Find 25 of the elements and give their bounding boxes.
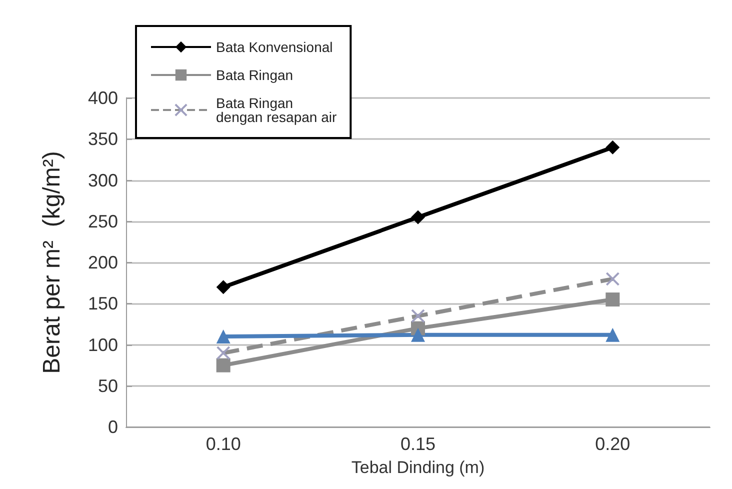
x-tick-label: 0.15 <box>400 434 436 454</box>
point <box>411 328 425 342</box>
y-tick-label: 50 <box>98 376 118 396</box>
y-tick-label: 150 <box>88 294 118 314</box>
y-tick-label: 300 <box>88 170 118 190</box>
point <box>216 280 230 294</box>
point <box>216 330 230 344</box>
y-tick-label: 100 <box>88 334 118 355</box>
point <box>606 140 620 154</box>
point <box>606 292 620 307</box>
y-tick-label: 200 <box>88 252 118 272</box>
legend-label: Bata Ringan dengan resapan air <box>216 95 337 125</box>
y-axis-title: Berat per m² (kg/m²) <box>38 151 66 374</box>
legend-label: Bata Konvensional <box>216 39 333 55</box>
legend-label: Bata Ringan <box>216 67 294 83</box>
x-tick-label: 0.20 <box>595 434 630 454</box>
y-tick-label: 0 <box>108 417 118 437</box>
y-tick-label: 250 <box>88 211 118 232</box>
point <box>216 358 230 372</box>
y-tick-label: 400 <box>88 88 118 108</box>
y-tick-label: 350 <box>88 129 118 150</box>
x-axis-title: Tebal Dinding (m) <box>351 458 485 477</box>
point <box>606 328 620 342</box>
x-tick-label: 0.10 <box>206 434 241 454</box>
point <box>411 210 425 224</box>
